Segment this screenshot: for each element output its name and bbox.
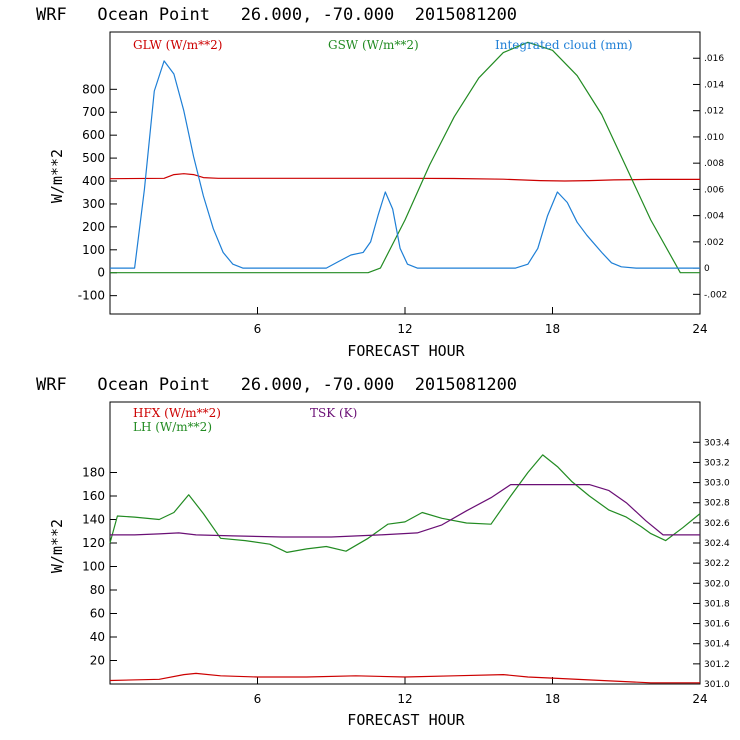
chart2-y2-tick-label: 303.2 — [704, 458, 730, 468]
chart1-y-tick-label: 700 — [82, 105, 105, 119]
chart1-y2-tick-label: -.002 — [704, 290, 727, 300]
chart1-y2-tick-label: .010 — [704, 133, 724, 143]
chart2-legend-hfx: HFX (W/m**2) — [133, 406, 221, 420]
chart1-y2-tick-label: .012 — [704, 107, 724, 117]
chart1-series-line-1 — [110, 41, 700, 274]
chart1-x-tick-label: 24 — [692, 322, 707, 336]
chart2-y2-tick-label: 302.8 — [704, 499, 730, 509]
chart2-y2-tick-label: 303.0 — [704, 479, 730, 489]
chart1-y-tick-label: 300 — [82, 197, 105, 211]
chart1-y-tick-label: -100 — [78, 289, 105, 303]
chart1-y2-tick-label: .006 — [704, 185, 724, 195]
chart2-y-tick-label: 120 — [82, 536, 105, 550]
chart2-y-tick-label: 100 — [82, 560, 105, 574]
chart2-x-axis-label: FORECAST HOUR — [347, 711, 465, 729]
chart2-title: WRF Ocean Point 26.000, -70.000 20150812… — [36, 375, 517, 395]
chart1-y-tick-label: 600 — [82, 128, 105, 142]
chart2-y-tick-label: 60 — [90, 607, 105, 621]
chart2-y2-tick-label: 302.4 — [704, 539, 730, 549]
chart2-y2-tick-label: 301.8 — [704, 599, 730, 609]
chart2-y-tick-label: 20 — [90, 654, 105, 668]
chart2-x-tick-label: 6 — [254, 692, 262, 706]
chart1-y-tick-label: 500 — [82, 151, 105, 165]
chart2-series-line-1 — [109, 454, 701, 554]
chart2-series-line-0 — [109, 672, 700, 684]
chart1-y2-tick-label: .016 — [704, 54, 724, 64]
chart1-y-tick-label: 800 — [82, 82, 105, 96]
chart2-y2-tick-label: 302.6 — [704, 519, 730, 529]
chart2-ticks: 6 12 18 24 20 40 60 80 100 120 140 160 180 301.0 301.2… — [82, 438, 730, 706]
chart2-y2-tick-label: 301.2 — [704, 660, 730, 670]
chart2-y-tick-label: 160 — [82, 489, 105, 503]
chart2-y2-tick-label: 301.6 — [704, 620, 730, 630]
chart2-x-tick-label: 24 — [692, 692, 707, 706]
chart1-legend-gsw: GSW (W/m**2) — [328, 38, 419, 52]
chart2-y2-tick-label: 303.4 — [704, 438, 730, 448]
chart2-plot-frame — [109, 401, 701, 685]
chart2-y2-tick-label: 302.0 — [704, 579, 730, 589]
chart1-series-line-0 — [109, 173, 700, 182]
chart1-y2-tick-label: .002 — [704, 238, 724, 248]
chart1-y-tick-label: 200 — [82, 220, 105, 234]
chart1-ticks: 6 12 18 24 -100 0 100 200 300 400 500 600 700 800 -.00… — [78, 54, 728, 336]
chart1-y2-tick-label: 0 — [704, 264, 710, 274]
chart2-x-tick-label: 12 — [397, 692, 412, 706]
chart1-y-tick-label: 400 — [82, 174, 105, 188]
chart1-x-tick-label: 12 — [397, 322, 412, 336]
chart2-y2-tick-label: 301.4 — [704, 640, 730, 650]
chart2-y-tick-label: 140 — [82, 513, 105, 527]
chart1-x-axis-label: FORECAST HOUR — [347, 342, 465, 360]
chart1-y-axis-label: W/m**2 — [48, 149, 66, 203]
chart1-plot-frame — [109, 31, 701, 315]
chart1-title: WRF Ocean Point 26.000, -70.000 20150812… — [36, 5, 517, 25]
chart2-legend-tsk: TSK (K) — [310, 406, 357, 420]
chart2-series — [109, 454, 701, 684]
chart2-x-tick-label: 18 — [545, 692, 560, 706]
chart2-series-line-2 — [110, 484, 700, 538]
chart1-y-tick-label: 100 — [82, 243, 105, 257]
chart2-y2-tick-label: 302.2 — [704, 559, 730, 569]
chart1-legend-cloud: Integrated cloud (mm) — [495, 38, 633, 52]
chart1-x-tick-label: 6 — [254, 322, 262, 336]
chart2-y-tick-label: 40 — [90, 630, 105, 644]
chart2-y-tick-label: 80 — [90, 583, 105, 597]
chart1-legend-glw: GLW (W/m**2) — [133, 38, 222, 52]
chart1-y2-tick-label: .004 — [704, 212, 724, 222]
chart2-y-axis-label: W/m**2 — [48, 519, 66, 573]
chart1-series — [109, 41, 700, 274]
chart2-y2-tick-label: 301.0 — [704, 680, 730, 690]
chart1-y-tick-label: 0 — [97, 266, 105, 280]
chart2-legend-lh: LH (W/m**2) — [133, 420, 212, 434]
chart1-y2-tick-label: .014 — [704, 80, 724, 90]
chart1-x-tick-label: 18 — [545, 322, 560, 336]
chart1-y2-tick-label: .008 — [704, 159, 724, 169]
chart1-series-line-2 — [110, 60, 700, 269]
chart2-y-tick-label: 180 — [82, 466, 105, 480]
